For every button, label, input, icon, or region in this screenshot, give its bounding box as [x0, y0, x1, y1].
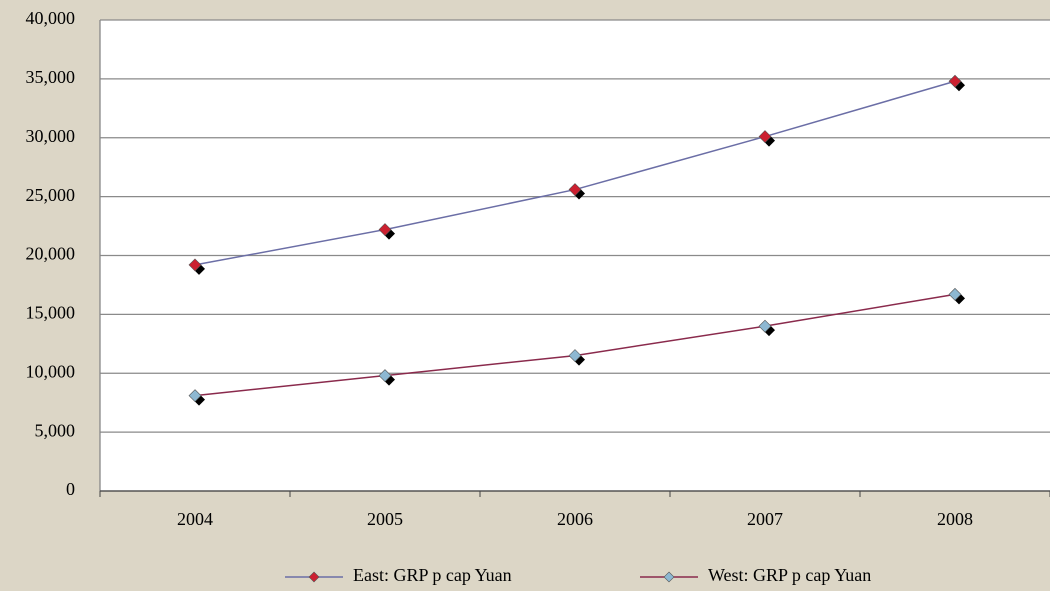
- legend-marker: [308, 571, 320, 583]
- x-tick-label: 2005: [367, 509, 403, 529]
- y-tick-label: 20,000: [26, 244, 76, 264]
- y-tick-label: 25,000: [26, 185, 76, 205]
- data-marker: [758, 319, 772, 333]
- x-tick-label: 2008: [937, 509, 973, 529]
- data-marker: [378, 223, 392, 237]
- data-marker: [758, 130, 772, 143]
- data-marker: [568, 349, 582, 363]
- y-tick-label: 10,000: [26, 361, 76, 381]
- data-marker: [188, 258, 202, 272]
- data-marker: [188, 389, 202, 403]
- legend-label: West: GRP p cap Yuan: [708, 565, 871, 585]
- y-tick-label: 40,000: [26, 8, 76, 28]
- data-marker: [378, 369, 392, 383]
- y-tick-label: 5,000: [35, 420, 76, 440]
- data-marker: [948, 287, 962, 301]
- y-tick-label: 0: [66, 479, 75, 499]
- y-tick-label: 30,000: [26, 126, 76, 146]
- y-tick-label: 35,000: [26, 67, 76, 87]
- x-tick-label: 2004: [177, 509, 213, 529]
- data-marker: [948, 74, 962, 88]
- x-tick-label: 2007: [747, 509, 783, 529]
- y-tick-label: 15,000: [26, 303, 76, 323]
- data-marker: [568, 183, 582, 196]
- legend-label: East: GRP p cap Yuan: [353, 565, 512, 585]
- x-tick-label: 2006: [557, 509, 593, 529]
- legend-marker: [663, 571, 675, 583]
